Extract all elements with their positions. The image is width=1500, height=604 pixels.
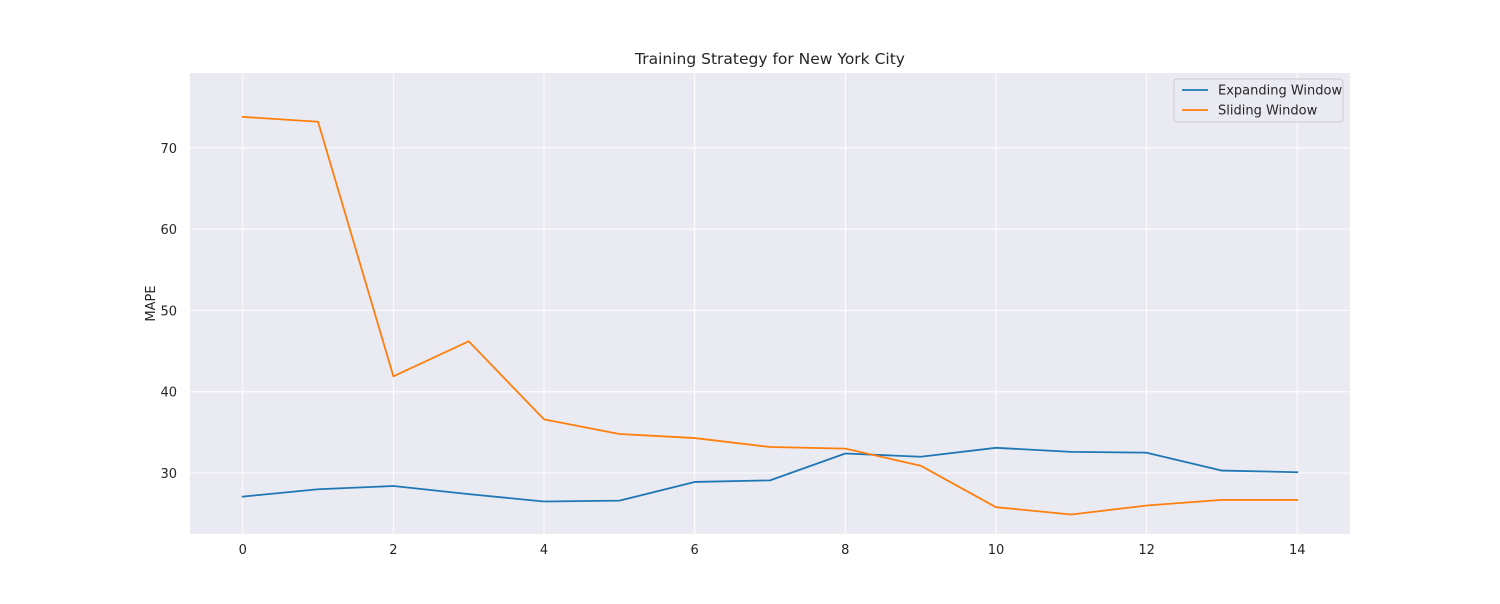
legend-box	[1173, 78, 1344, 123]
tick-labels: 0 2 4 6 8 10 12 14 30 40 50 60 70	[160, 142, 1305, 558]
chart-title: Training Strategy for New York City	[634, 50, 905, 68]
x-tick-label: 4	[540, 543, 548, 558]
y-tick-label: 40	[160, 386, 177, 401]
legend-items: Expanding Window Sliding Window	[1182, 84, 1342, 119]
grid-lines	[190, 73, 1350, 534]
y-axis-label: MAPE	[144, 285, 159, 321]
x-tick-label: 12	[1138, 543, 1155, 558]
series-line-1	[241, 446, 1299, 503]
plot-area	[190, 73, 1350, 534]
series-line-2	[241, 115, 1299, 516]
y-tick-label: 50	[160, 304, 177, 319]
series-lines	[241, 115, 1299, 516]
y-tick-label: 60	[160, 223, 177, 238]
x-tick-label: 2	[389, 543, 397, 558]
x-tick-label: 0	[239, 543, 247, 558]
y-tick-label: 70	[160, 142, 177, 157]
legend-label-2: Sliding Window	[1218, 104, 1318, 119]
x-tick-label: 6	[691, 543, 699, 558]
legend: Expanding Window Sliding Window	[1173, 78, 1344, 123]
x-tick-label: 14	[1289, 543, 1306, 558]
legend-label-1: Expanding Window	[1218, 84, 1342, 99]
x-tick-label: 10	[988, 543, 1005, 558]
x-tick-label: 8	[841, 543, 849, 558]
y-tick-label: 30	[160, 467, 177, 482]
